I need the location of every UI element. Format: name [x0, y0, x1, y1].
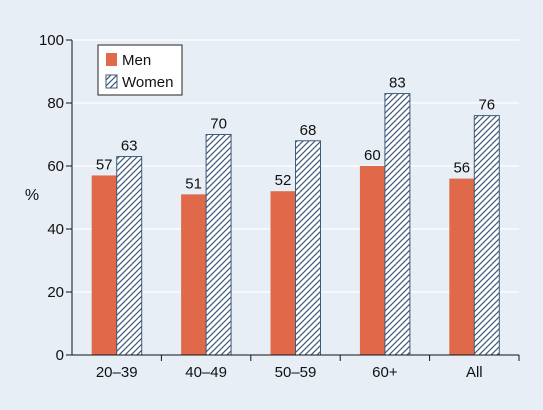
bar-men	[91, 175, 117, 355]
legend-swatch-men	[106, 53, 117, 66]
y-tick-label: 0	[56, 347, 64, 364]
data-label: 76	[478, 97, 495, 114]
bar-men	[181, 194, 207, 355]
y-tick-label: 80	[47, 95, 64, 112]
bar-men	[270, 191, 296, 355]
bar-women	[384, 93, 411, 356]
bar-women	[295, 140, 321, 356]
y-tick-label: 20	[47, 284, 64, 301]
bar-men	[449, 178, 475, 355]
y-axis-label: %	[25, 187, 39, 204]
x-tick-label: 50–59	[275, 364, 317, 381]
data-label: 63	[121, 138, 138, 155]
data-label: 60	[364, 147, 381, 164]
bar-men	[359, 166, 385, 355]
legend-label-men: Men	[122, 52, 151, 69]
x-tick-label: 40–49	[185, 364, 227, 381]
y-axis: 0 20 40 60 80 100	[39, 32, 73, 364]
data-label: 68	[300, 122, 317, 139]
data-label: 83	[389, 75, 406, 92]
x-tick-label: All	[466, 364, 483, 381]
y-tick-label: 100	[39, 32, 64, 49]
bar-women	[116, 156, 143, 356]
y-tick-label: 60	[47, 158, 64, 175]
data-label: 56	[453, 160, 470, 177]
x-tick-label: 20–39	[96, 364, 138, 381]
data-label: 51	[185, 175, 202, 192]
legend-swatch-women	[105, 74, 118, 89]
bars: 57 63 51 70 52 68 60 83 56 76	[91, 75, 500, 356]
legend-label-women: Women	[122, 74, 173, 91]
data-label: 70	[210, 116, 227, 133]
bar-women	[205, 134, 232, 356]
legend: Men Women	[97, 44, 183, 96]
data-label: 52	[275, 172, 292, 189]
x-axis: 20–39 40–49 50–59 60+ All	[72, 354, 520, 381]
data-label: 57	[96, 156, 113, 173]
y-tick-label: 40	[47, 221, 64, 238]
x-tick-label: 60+	[372, 364, 398, 381]
bar-women	[473, 115, 500, 356]
